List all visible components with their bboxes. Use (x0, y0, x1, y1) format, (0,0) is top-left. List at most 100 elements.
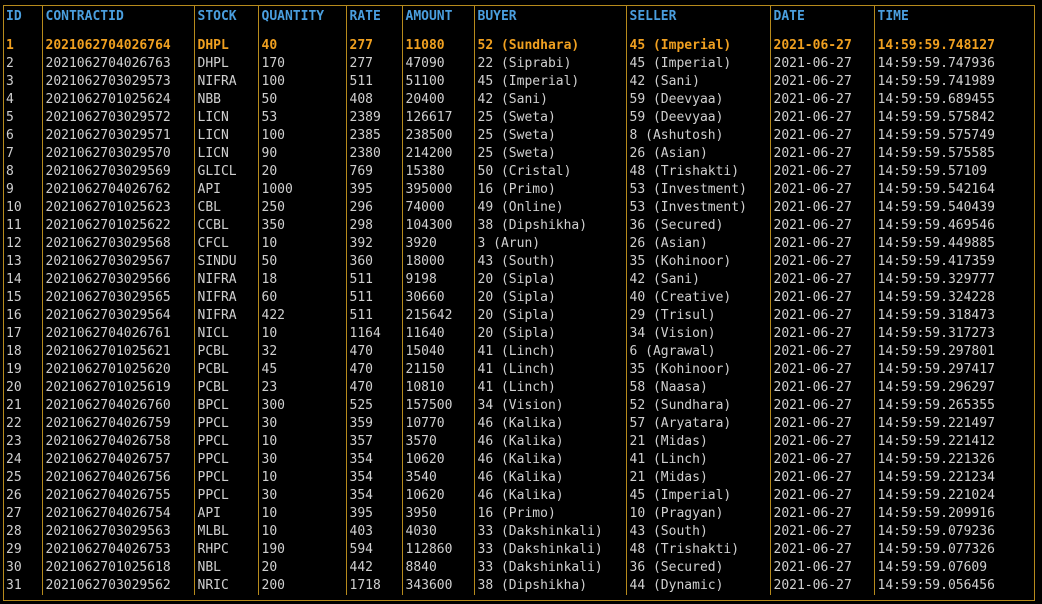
cell-id: 27 (6, 506, 22, 521)
column-header-contractid[interactable]: CONTRACTID (41, 5, 194, 37)
table-row[interactable]: 26 2021062704026755 PPCL 30 354 10620 46 (Kali… (3, 487, 1035, 505)
table-row[interactable]: 6 2021062703029571 LICN 100 2385 238500 25 (Sw… (3, 127, 1035, 145)
column-header-date[interactable]: DATE (769, 5, 874, 37)
cell-quantity: 23 (257, 379, 346, 397)
cell-time: 14:59:59.265355 (873, 397, 1035, 415)
table-row[interactable]: 8 2021062703029569 GLICL 20 769 15380 50 (Cris… (3, 163, 1035, 181)
table-row[interactable]: 2 2021062704026763 DHPL 170 277 47090 22 (Sipr… (3, 55, 1035, 73)
column-header-buyer[interactable]: BUYER (473, 5, 626, 37)
cell-buyer: 38 (Dipshikha) (473, 217, 626, 235)
column-header-quantity[interactable]: QUANTITY (257, 5, 346, 37)
cell-stock: GLICL (193, 163, 258, 181)
table-row[interactable]: 24 2021062704026757 PPCL 30 354 10620 46 (Kali… (3, 451, 1035, 469)
table-row[interactable]: 15 2021062703029565 NIFRA 60 511 30660 20 (Sip… (3, 289, 1035, 307)
cell-seller: 40 (Creative) (625, 289, 770, 307)
table-row[interactable]: 13 2021062703029567 SINDU 50 360 18000 43 (Sou… (3, 253, 1035, 271)
table-row[interactable]: 9 2021062704026762 API 1000 395 395000 16 (Pri… (3, 181, 1035, 199)
cell-quantity: 1000 (257, 181, 346, 199)
column-header-stock[interactable]: STOCK (193, 5, 258, 37)
cell-date: 2021-06-27 (769, 343, 874, 361)
cell-time: 14:59:59.317273 (873, 325, 1035, 343)
cell-buyer: 20 (Sipla) (473, 289, 626, 307)
cell-quantity: 10 (257, 469, 346, 487)
cell-time: 14:59:59.575842 (873, 109, 1035, 127)
cell-time: 14:59:59.575585 (873, 145, 1035, 163)
table-row[interactable]: 31 2021062703029562 NRIC 200 1718 343600 38 (D… (3, 577, 1035, 595)
cell-contractid: 2021062703029572 (41, 109, 194, 127)
table-row[interactable]: 5 2021062703029572 LICN 53 2389 126617 25 (Swe… (3, 109, 1035, 127)
column-header-seller[interactable]: SELLER (625, 5, 770, 37)
cell-id: 14 (6, 272, 22, 287)
cell-amount: 4030 (401, 523, 474, 541)
table-row[interactable]: 23 2021062704026758 PPCL 10 357 3570 46 (Kalik… (3, 433, 1035, 451)
cell-date: 2021-06-27 (769, 37, 874, 55)
cell-id: 22 (6, 416, 22, 431)
cell-rate: 296 (345, 199, 402, 217)
table-row[interactable]: 28 2021062703029563 MLBL 10 403 4030 33 (Daksh… (3, 523, 1035, 541)
cell-amount: 74000 (401, 199, 474, 217)
table-row[interactable]: 27 2021062704026754 API 10 395 3950 16 (Primo)… (3, 505, 1035, 523)
table-row[interactable]: 7 2021062703029570 LICN 90 2380 214200 25 (Swe… (3, 145, 1035, 163)
cell-amount: 51100 (401, 73, 474, 91)
cell-id: 15 (6, 290, 22, 305)
table-row[interactable]: 1 2021062704026764 DHPL 40 277 11080 52 (Sundh… (3, 37, 1035, 55)
cell-seller: 52 (Sundhara) (625, 397, 770, 415)
cell-time: 14:59:59.575749 (873, 127, 1035, 145)
cell-contractid: 2021062701025619 (41, 379, 194, 397)
table-row[interactable]: 20 2021062701025619 PCBL 23 470 10810 41 (Linc… (3, 379, 1035, 397)
table-row[interactable]: 19 2021062701025620 PCBL 45 470 21150 41 (Linc… (3, 361, 1035, 379)
cell-seller: 57 (Aryatara) (625, 415, 770, 433)
column-header-id[interactable]: ID (6, 9, 22, 24)
cell-contractid: 2021062704026757 (41, 451, 194, 469)
cell-rate: 470 (345, 343, 402, 361)
cell-stock: NIFRA (193, 271, 258, 289)
cell-seller: 34 (Vision) (625, 325, 770, 343)
cell-contractid: 2021062704026762 (41, 181, 194, 199)
cell-id: 24 (6, 452, 22, 467)
cell-rate: 392 (345, 235, 402, 253)
cell-buyer: 20 (Sipla) (473, 271, 626, 289)
table-row[interactable]: 21 2021062704026760 BPCL 300 525 157500 34 (Vi… (3, 397, 1035, 415)
cell-time: 14:59:59.329777 (873, 271, 1035, 289)
table-row[interactable]: 3 2021062703029573 NIFRA 100 511 51100 45 (Imp… (3, 73, 1035, 91)
cell-quantity: 422 (257, 307, 346, 325)
cell-seller: 8 (Ashutosh) (625, 127, 770, 145)
cell-contractid: 2021062701025624 (41, 91, 194, 109)
table-row[interactable]: 29 2021062704026753 RHPC 190 594 112860 33 (Da… (3, 541, 1035, 559)
table-row[interactable]: 22 2021062704026759 PPCL 30 359 10770 46 (Kali… (3, 415, 1035, 433)
cell-seller: 36 (Secured) (625, 559, 770, 577)
cell-id: 8 (6, 164, 14, 179)
cell-contractid: 2021062701025621 (41, 343, 194, 361)
cell-quantity: 20 (257, 559, 346, 577)
cell-rate: 525 (345, 397, 402, 415)
cell-quantity: 60 (257, 289, 346, 307)
cell-buyer: 22 (Siprabi) (473, 55, 626, 73)
column-header-amount[interactable]: AMOUNT (401, 5, 474, 37)
cell-date: 2021-06-27 (769, 559, 874, 577)
column-header-rate[interactable]: RATE (345, 5, 402, 37)
cell-buyer: 46 (Kalika) (473, 469, 626, 487)
cell-rate: 354 (345, 487, 402, 505)
table-row[interactable]: 18 2021062701025621 PCBL 32 470 15040 41 (Linc… (3, 343, 1035, 361)
cell-buyer: 34 (Vision) (473, 397, 626, 415)
cell-id: 9 (6, 182, 14, 197)
table-row[interactable]: 14 2021062703029566 NIFRA 18 511 9198 20 (Sipl… (3, 271, 1035, 289)
cell-stock: MLBL (193, 523, 258, 541)
table-row[interactable]: 10 2021062701025623 CBL 250 296 74000 49 (Onli… (3, 199, 1035, 217)
cell-buyer: 41 (Linch) (473, 361, 626, 379)
cell-id: 28 (6, 524, 22, 539)
table-row[interactable]: 11 2021062701025622 CCBL 350 298 104300 38 (Di… (3, 217, 1035, 235)
cell-seller: 48 (Trishakti) (625, 541, 770, 559)
column-header-time[interactable]: TIME (873, 5, 1035, 37)
cell-amount: 9198 (401, 271, 474, 289)
cell-buyer: 25 (Sweta) (473, 127, 626, 145)
cell-seller: 36 (Secured) (625, 217, 770, 235)
table-row[interactable]: 17 2021062704026761 NICL 10 1164 11640 20 (Sip… (3, 325, 1035, 343)
table-row[interactable]: 25 2021062704026756 PPCL 10 354 3540 46 (Kalik… (3, 469, 1035, 487)
table-row[interactable]: 30 2021062701025618 NBL 20 442 8840 33 (Dakshi… (3, 559, 1035, 577)
table-row[interactable]: 4 2021062701025624 NBB 50 408 20400 42 (Sani) 5… (3, 91, 1035, 109)
cell-contractid: 2021062703029566 (41, 271, 194, 289)
table-row[interactable]: 16 2021062703029564 NIFRA 422 511 215642 20 (S… (3, 307, 1035, 325)
table-row[interactable]: 12 2021062703029568 CFCL 10 392 3920 3 (Arun) 2… (3, 235, 1035, 253)
cell-quantity: 32 (257, 343, 346, 361)
